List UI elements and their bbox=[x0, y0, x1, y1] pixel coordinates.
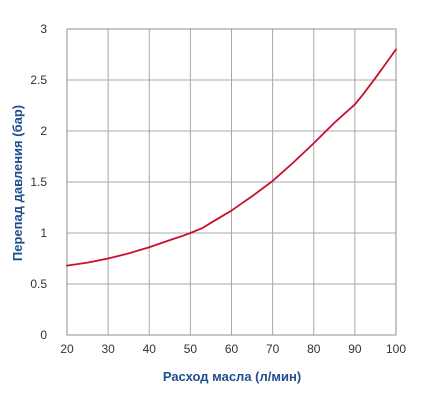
y-tick-label: 0.5 bbox=[30, 277, 47, 291]
y-tick-label: 1 bbox=[40, 226, 47, 240]
x-tick-label: 50 bbox=[184, 342, 198, 356]
y-tick-label: 1.5 bbox=[30, 175, 47, 189]
y-tick-label: 2 bbox=[40, 124, 47, 138]
x-tick-label: 100 bbox=[386, 342, 406, 356]
y-tick-label: 3 bbox=[40, 22, 47, 36]
y-tick-label: 2.5 bbox=[30, 73, 47, 87]
axes-layer: 20 30 40 50 60 70 80 90 100 0 0.5 1 1.5 2 2.5 3 bbox=[30, 22, 406, 356]
series-line bbox=[66, 48, 397, 267]
plot-frame bbox=[66, 28, 397, 336]
y-tick-label: 0 bbox=[40, 328, 47, 342]
x-tick-label: 80 bbox=[307, 342, 321, 356]
x-tick-label: 30 bbox=[101, 342, 115, 356]
x-tick-label: 60 bbox=[225, 342, 239, 356]
x-axis-title: Расход масла (л/мин) bbox=[163, 369, 301, 384]
x-tick-label: 20 bbox=[60, 342, 74, 356]
y-axis-title: Перепад давления (бар) bbox=[10, 105, 25, 261]
x-tick-label: 90 bbox=[348, 342, 362, 356]
series-layer bbox=[66, 48, 397, 267]
grid-layer bbox=[66, 28, 397, 336]
x-tick-label: 70 bbox=[266, 342, 280, 356]
x-tick-label: 40 bbox=[143, 342, 157, 356]
